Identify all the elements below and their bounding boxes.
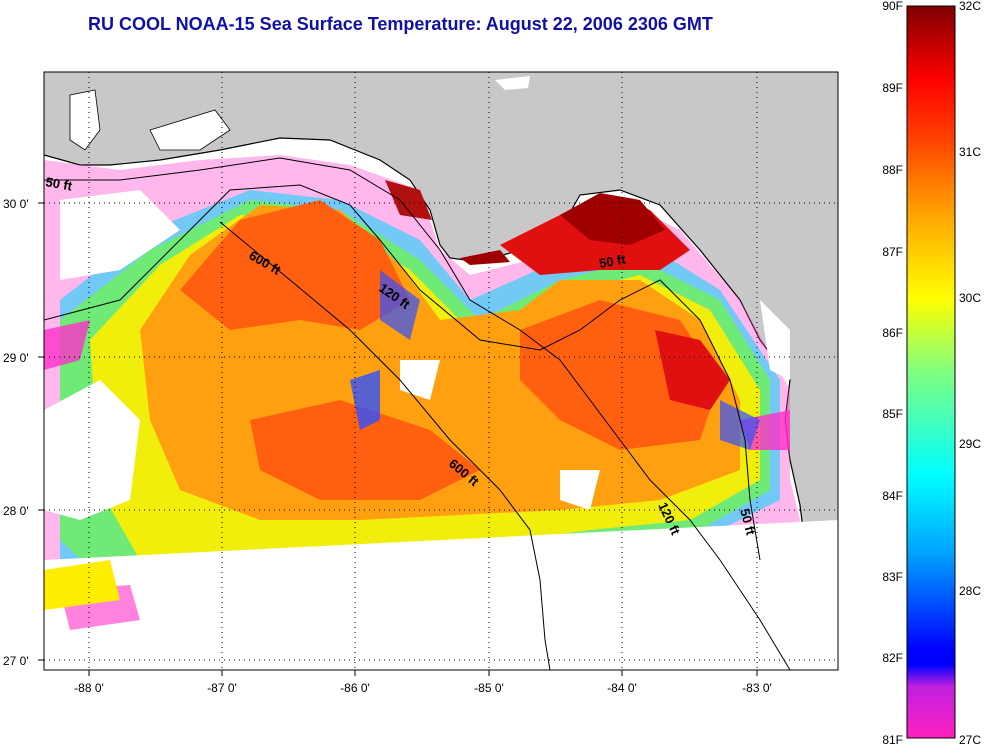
lon-tick-label: -86 0' bbox=[340, 681, 370, 695]
colorbar-f-label: 87F bbox=[882, 245, 903, 259]
colorbar-f-label: 82F bbox=[882, 651, 903, 665]
lat-tick-label: 28 0' bbox=[3, 504, 29, 518]
colorbar-f-label: 90F bbox=[882, 0, 903, 13]
map-title: RU COOL NOAA-15 Sea Surface Temperature:… bbox=[88, 14, 713, 34]
contour-label: 50 ft bbox=[598, 251, 628, 271]
colorbar-c-label: 29C bbox=[959, 437, 981, 451]
colorbar-c-label: 30C bbox=[959, 291, 981, 305]
lon-tick-label: -88 0' bbox=[74, 681, 104, 695]
colorbar-f-label: 89F bbox=[882, 81, 903, 95]
bathymetry-contours bbox=[44, 157, 791, 670]
lake bbox=[495, 76, 530, 90]
contour-label: 50 ft bbox=[44, 174, 74, 194]
colorbar-f-label: 84F bbox=[882, 489, 903, 503]
lon-tick-label: -87 0' bbox=[207, 681, 237, 695]
bay bbox=[69, 89, 101, 151]
colorbar-f-label: 81F bbox=[882, 733, 903, 747]
lat-tick-label: 29 0' bbox=[3, 351, 29, 365]
colorbar-c-label: 32C bbox=[959, 0, 981, 13]
lat-tick-label: 27 0' bbox=[3, 654, 29, 668]
colorbar-c-label: 31C bbox=[959, 145, 981, 159]
colorbar-f-label: 85F bbox=[882, 407, 903, 421]
land-north bbox=[44, 72, 838, 510]
colorbar-c-label: 28C bbox=[959, 584, 981, 598]
lon-tick-label: -84 0' bbox=[607, 681, 637, 695]
bay bbox=[149, 109, 231, 151]
lon-tick-label: -85 0' bbox=[474, 681, 504, 695]
contour-label: 50 ft bbox=[737, 507, 759, 537]
colorbar-f-label: 88F bbox=[882, 163, 903, 177]
colorbar bbox=[906, 5, 956, 739]
colorbar-f-label: 86F bbox=[882, 326, 903, 340]
colorbar-f-label: 83F bbox=[882, 570, 903, 584]
lon-tick-label: -83 0' bbox=[742, 681, 772, 695]
colorbar-c-label: 27C bbox=[959, 733, 981, 747]
lat-tick-label: 30 0' bbox=[3, 197, 29, 211]
map-frame bbox=[43, 71, 839, 671]
axis-ticks bbox=[38, 202, 758, 676]
